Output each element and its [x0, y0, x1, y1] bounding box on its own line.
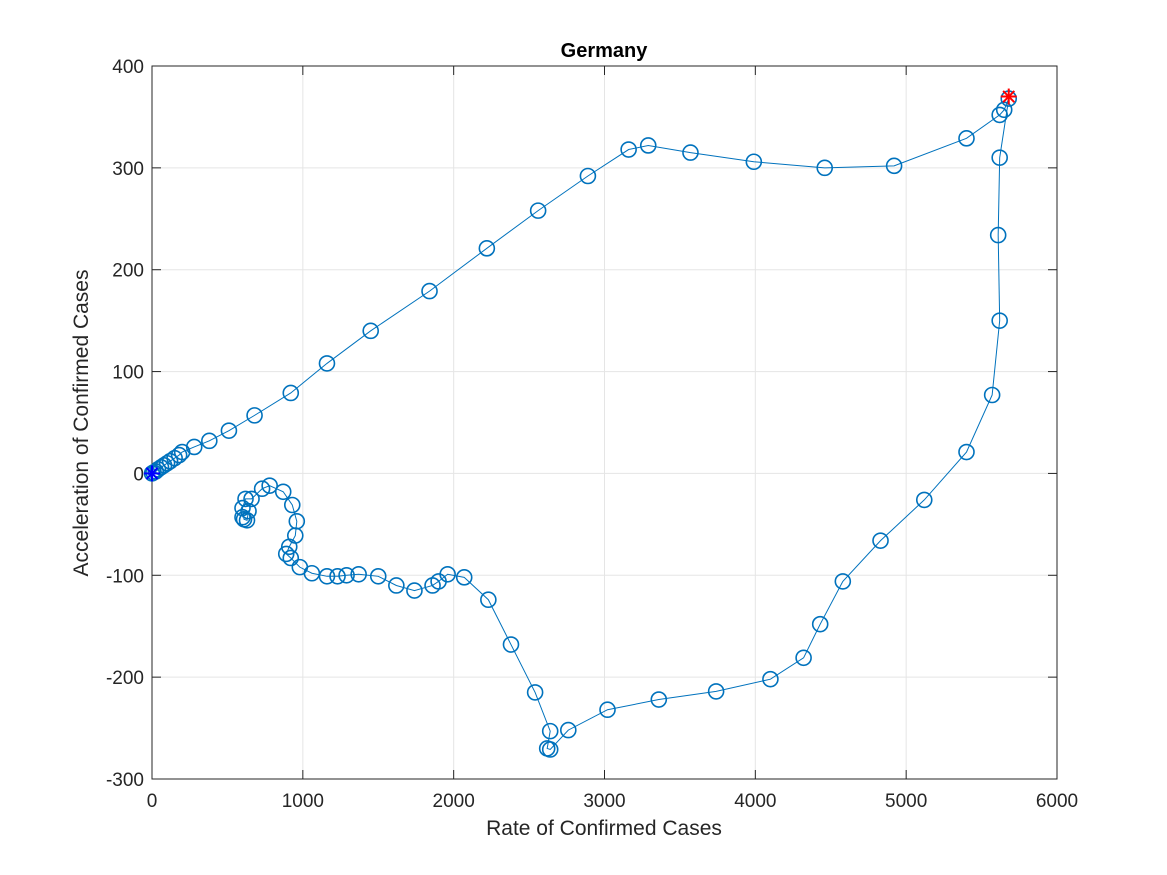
data-point [147, 463, 165, 480]
end-marker-stroke [1002, 90, 1016, 103]
data-point [261, 477, 278, 494]
data-point [240, 502, 257, 520]
data-point [650, 691, 668, 708]
end-marker [1000, 88, 1017, 105]
chart-title: Germany [561, 40, 649, 62]
x-tick-label: 1000 [282, 791, 324, 812]
y-tick-label: 100 [112, 363, 144, 384]
data-point [238, 511, 256, 529]
data-point [329, 568, 346, 585]
x-tick-label: 6000 [1036, 791, 1078, 812]
data-point [282, 549, 300, 567]
y-tick-label: 0 [133, 464, 144, 485]
axis-ticks: 0 1000 2000 3000 4000 5000 6000 -300 -200 -100 0 10… [106, 57, 1078, 812]
grid-lines [151, 65, 1058, 780]
data-point [811, 615, 829, 633]
data-point [246, 407, 263, 424]
data-point [529, 202, 547, 219]
data-point [682, 144, 699, 161]
x-tick-label: 4000 [734, 791, 776, 812]
data-point [369, 568, 387, 585]
start-marker-stroke [145, 467, 159, 480]
data-point [220, 422, 238, 439]
y-tick-label: 400 [112, 57, 144, 78]
data-point [795, 649, 812, 667]
x-tick-label: 3000 [583, 791, 625, 812]
data-point [745, 153, 763, 171]
y-tick-label: -200 [106, 668, 144, 689]
data-point [274, 483, 292, 501]
y-tick-label: 200 [112, 261, 144, 282]
data-point [991, 149, 1008, 166]
data-point [288, 513, 306, 530]
y-tick-label: -100 [106, 566, 144, 587]
data-point [559, 721, 577, 739]
data-point [201, 432, 218, 450]
data-point [406, 582, 423, 599]
data-point [707, 683, 725, 700]
data-point [915, 491, 933, 509]
data-point [237, 490, 254, 508]
data-point [318, 355, 336, 372]
x-tick-label: 2000 [433, 791, 475, 812]
y-axis-label: Acceleration of Confirmed Cases [70, 270, 93, 577]
data-point [282, 384, 300, 402]
data-point [338, 566, 355, 584]
data-point [362, 322, 380, 340]
data-point [620, 141, 637, 158]
data-point [478, 240, 496, 257]
y-tick-label: 300 [112, 159, 144, 180]
data-point [816, 159, 834, 177]
data-point [388, 577, 405, 594]
data-point [455, 569, 473, 586]
start-marker [144, 465, 160, 482]
data-point [350, 565, 367, 583]
y-tick-label: -300 [106, 770, 144, 791]
data-series [143, 88, 1018, 758]
data-point [277, 545, 295, 563]
data-point [958, 443, 975, 461]
data-point [639, 137, 657, 154]
data-point [762, 670, 779, 688]
data-point [243, 490, 260, 508]
x-tick-label: 5000 [885, 791, 927, 812]
data-point [991, 106, 1008, 124]
data-point [983, 386, 1001, 404]
data-point [234, 508, 251, 526]
data-point [283, 496, 301, 514]
data-point [989, 226, 1007, 244]
data-point [291, 558, 309, 576]
data-point [991, 312, 1008, 329]
x-axis-label: Rate of Confirmed Cases [486, 817, 722, 840]
data-point [526, 684, 544, 701]
data-point [253, 480, 271, 498]
x-tick-label: 0 [147, 791, 158, 812]
data-point [161, 452, 179, 470]
data-point [579, 167, 597, 185]
data-point [958, 130, 975, 147]
data-point [480, 591, 497, 609]
data-point [538, 740, 556, 757]
data-point [170, 446, 188, 464]
data-point [185, 438, 203, 456]
data-point [872, 532, 889, 549]
data-point [541, 722, 559, 740]
data-point [885, 157, 903, 175]
data-point [424, 577, 441, 594]
data-point [834, 573, 852, 590]
data-point [599, 701, 616, 719]
data-point [502, 636, 520, 653]
data-point [421, 282, 438, 300]
